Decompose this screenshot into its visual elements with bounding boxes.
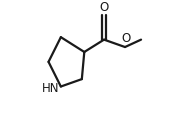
- Text: HN: HN: [42, 83, 60, 96]
- Text: O: O: [122, 32, 131, 45]
- Text: O: O: [99, 1, 109, 14]
